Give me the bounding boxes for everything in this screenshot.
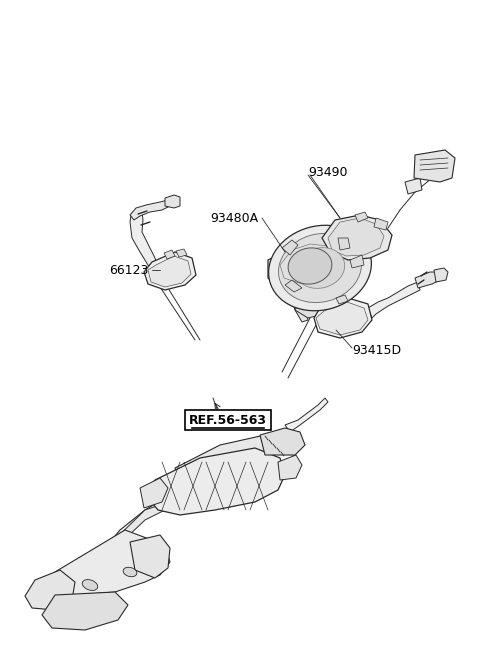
Ellipse shape — [278, 234, 361, 302]
Polygon shape — [285, 280, 302, 292]
Polygon shape — [314, 298, 372, 338]
Polygon shape — [295, 295, 328, 318]
Polygon shape — [338, 238, 350, 250]
Polygon shape — [282, 240, 298, 255]
Polygon shape — [278, 268, 308, 322]
Polygon shape — [355, 212, 368, 222]
Polygon shape — [350, 255, 364, 268]
Text: REF.56-563: REF.56-563 — [189, 413, 267, 426]
Ellipse shape — [123, 567, 137, 577]
Ellipse shape — [288, 248, 332, 284]
Polygon shape — [336, 295, 348, 304]
Text: 66123: 66123 — [108, 264, 148, 276]
Polygon shape — [148, 256, 191, 287]
Polygon shape — [176, 249, 187, 257]
Polygon shape — [130, 200, 170, 220]
Polygon shape — [434, 268, 448, 282]
Polygon shape — [405, 178, 422, 194]
Polygon shape — [285, 398, 328, 432]
Text: 93415D: 93415D — [352, 344, 401, 356]
Text: 93490: 93490 — [308, 165, 348, 178]
Polygon shape — [268, 232, 368, 298]
Polygon shape — [164, 250, 175, 259]
Polygon shape — [316, 302, 368, 335]
Polygon shape — [25, 570, 75, 610]
Polygon shape — [130, 535, 170, 578]
Ellipse shape — [295, 247, 345, 289]
Polygon shape — [130, 210, 158, 268]
Polygon shape — [165, 195, 180, 208]
Polygon shape — [278, 455, 302, 480]
Polygon shape — [52, 530, 170, 595]
Polygon shape — [415, 272, 440, 288]
Polygon shape — [374, 218, 388, 230]
Polygon shape — [328, 218, 384, 256]
Polygon shape — [42, 592, 128, 630]
Ellipse shape — [82, 579, 98, 590]
Text: 93480A: 93480A — [210, 211, 258, 224]
Polygon shape — [140, 478, 168, 508]
Polygon shape — [368, 282, 420, 318]
Polygon shape — [72, 435, 302, 580]
Polygon shape — [88, 505, 165, 565]
Polygon shape — [148, 448, 285, 515]
Polygon shape — [414, 150, 455, 182]
Polygon shape — [175, 435, 295, 485]
Polygon shape — [322, 215, 392, 260]
Ellipse shape — [269, 225, 372, 311]
Polygon shape — [144, 252, 196, 290]
Polygon shape — [260, 428, 305, 455]
Polygon shape — [280, 244, 338, 284]
